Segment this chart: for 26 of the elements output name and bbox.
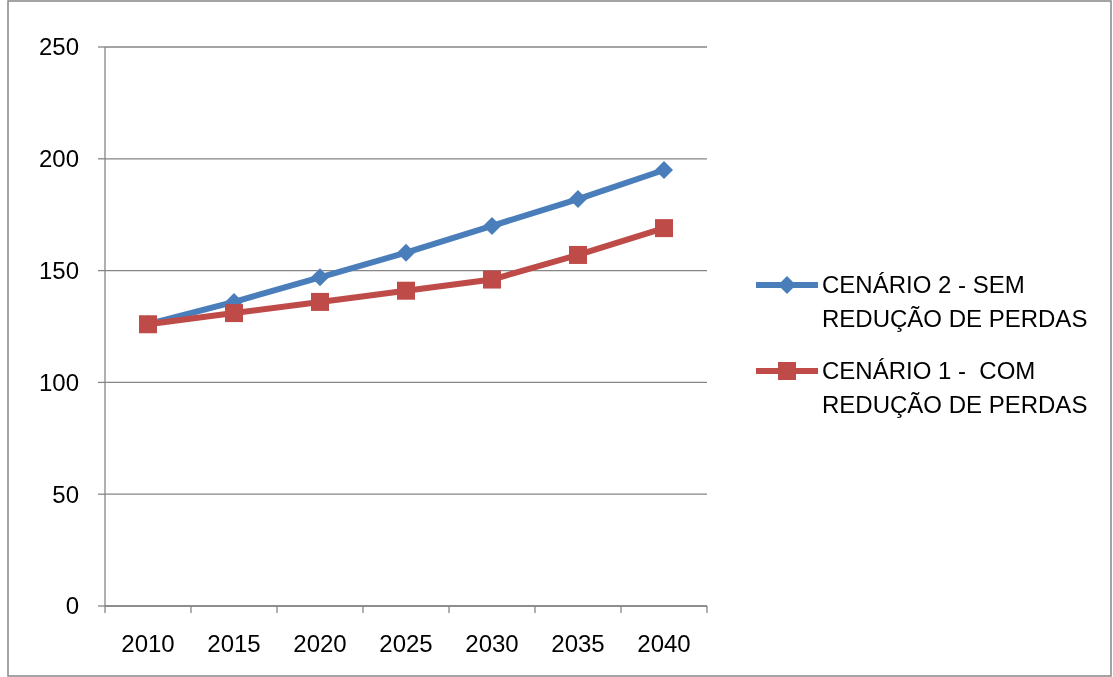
legend-label: CENÁRIO 2 - SEM REDUÇÃO DE PERDAS (822, 271, 1088, 333)
point (569, 190, 587, 209)
x-tick-label: 2030 (465, 630, 519, 657)
x-tick-label: 2015 (207, 630, 261, 657)
point (225, 304, 243, 323)
point (397, 243, 415, 262)
y-tick-label: 200 (38, 145, 79, 173)
point (569, 245, 587, 264)
y-tick-label: 250 (38, 33, 79, 61)
y-tick-label: 100 (38, 368, 79, 396)
point (311, 268, 329, 287)
point (655, 219, 673, 238)
x-tick-label: 2035 (551, 630, 605, 657)
x-tick-label: 2040 (637, 630, 691, 657)
x-tick-label: 2010 (121, 630, 175, 657)
x-tick-label: 2025 (379, 630, 433, 657)
y-tick-label: 150 (38, 257, 79, 284)
point (483, 270, 501, 289)
y-tick-label: 0 (65, 592, 79, 620)
point (397, 281, 415, 300)
legend-label: CENÁRIO 1 - COM REDUÇÃO DE PERDAS (822, 357, 1088, 419)
x-tick-label: 2020 (293, 630, 347, 657)
point (655, 160, 673, 179)
y-tick-label: 50 (52, 480, 79, 508)
point (483, 216, 501, 235)
point (311, 292, 329, 311)
